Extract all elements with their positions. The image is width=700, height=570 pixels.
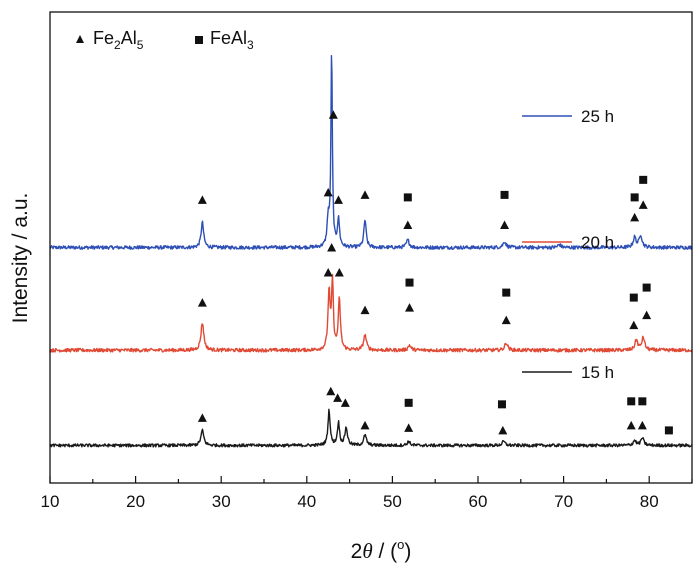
fe2al5-peak-marker: [501, 315, 511, 325]
fe2al5-peak-marker: [642, 310, 652, 320]
feal3-peak-marker: [502, 288, 511, 297]
x-axis-title-degree: o: [397, 537, 404, 552]
fe2al5-peak-marker: [629, 320, 639, 330]
legend-triangle-icon: [76, 35, 84, 43]
legend-fe2al5-label: Fe2Al5: [93, 28, 144, 52]
fe2al5-peak-marker: [500, 220, 510, 229]
fe2al5-peak-marker: [197, 195, 207, 204]
feal3-peak-marker: [630, 193, 639, 202]
series-legend: 25 h 20 h 15 h: [522, 107, 614, 382]
fe2al5-peak-marker: [360, 305, 370, 315]
fe2al5-peak-marker: [323, 268, 333, 277]
feal3-peak-marker: [405, 278, 414, 287]
x-axis-title-prefix: 2: [351, 540, 363, 563]
series-line-20h: [49, 273, 693, 353]
legend-fe2al5-fe: Fe: [93, 28, 114, 48]
feal3-peak-marker: [497, 400, 506, 409]
phase-legend: Fe2Al5 FeAl3: [76, 28, 254, 52]
plot-area: [49, 55, 693, 448]
x-axis-title-theta: θ: [362, 539, 372, 563]
fe2al5-peak-marker: [626, 420, 636, 430]
feal3-peak-marker: [404, 398, 413, 407]
fe2al5-peak-marker: [498, 425, 508, 435]
fe2al5-peak-marker: [638, 200, 648, 209]
fe2al5-peak-marker: [630, 212, 640, 222]
x-tick-label: 70: [554, 492, 573, 511]
fe2al5-peak-marker: [197, 413, 207, 422]
fe2al5-peak-marker: [333, 195, 343, 204]
feal3-peak-marker: [638, 397, 647, 406]
legend-square-icon: [195, 36, 203, 44]
legend-fe2al5-al: Al: [121, 28, 137, 48]
legend-feal3-sub-3: 3: [247, 38, 254, 52]
x-axis-title-unit-open: / (: [373, 540, 398, 563]
y-axis-title: Intensity / a.u.: [9, 193, 32, 324]
fe2al5-peak-marker: [334, 268, 344, 277]
fe2al5-peak-marker: [326, 386, 336, 396]
feal3-peak-marker: [664, 426, 673, 435]
fe2al5-peak-marker: [403, 220, 413, 229]
series-20h-legend-label: 20 h: [581, 233, 614, 252]
fe2al5-peak-marker: [327, 243, 337, 252]
fe2al5-peak-marker: [405, 303, 415, 312]
x-tick-label: 60: [469, 492, 488, 511]
feal3-peak-marker: [500, 190, 509, 199]
legend-feal3-label: FeAl3: [210, 28, 254, 52]
fe2al5-peak-marker: [404, 423, 414, 432]
fe2al5-peak-marker: [323, 187, 333, 197]
fe2al5-peak-marker: [637, 420, 647, 430]
feal3-peak-marker: [403, 193, 412, 202]
feal3-peak-marker: [639, 175, 648, 184]
x-axis-title-unit-close: ): [404, 540, 411, 563]
x-tick-label: 10: [41, 492, 60, 511]
fe2al5-peak-marker: [333, 393, 343, 402]
legend-fe2al5-sub-2: 2: [114, 38, 121, 52]
fe2al5-peak-marker: [360, 190, 370, 199]
fe2al5-peak-marker: [328, 110, 338, 119]
series-25h-legend-label: 25 h: [581, 107, 614, 126]
plot-frame: [49, 11, 693, 484]
fe2al5-peak-marker: [340, 398, 350, 407]
x-tick-label: 80: [640, 492, 659, 511]
x-tick-label: 30: [212, 492, 231, 511]
x-tick-label: 50: [383, 492, 402, 511]
legend-feal3-feal: FeAl: [210, 28, 247, 48]
fe2al5-peak-marker: [197, 298, 207, 307]
x-tick-label: 20: [126, 492, 145, 511]
series-line-25h: [49, 55, 693, 250]
legend-fe2al5-sub-5: 5: [137, 38, 144, 52]
series-15h-legend-label: 15 h: [581, 363, 614, 382]
x-tick-label: 40: [297, 492, 316, 511]
feal3-peak-marker: [642, 283, 651, 292]
feal3-peak-marker: [627, 397, 636, 406]
x-axis-title: 2θ / (o): [351, 537, 412, 563]
fe2al5-peak-marker: [360, 420, 370, 430]
feal3-peak-marker: [629, 293, 638, 302]
x-axis: 10 20 30 40 50 60 70 80: [41, 476, 693, 511]
series-line-15h: [49, 408, 693, 448]
